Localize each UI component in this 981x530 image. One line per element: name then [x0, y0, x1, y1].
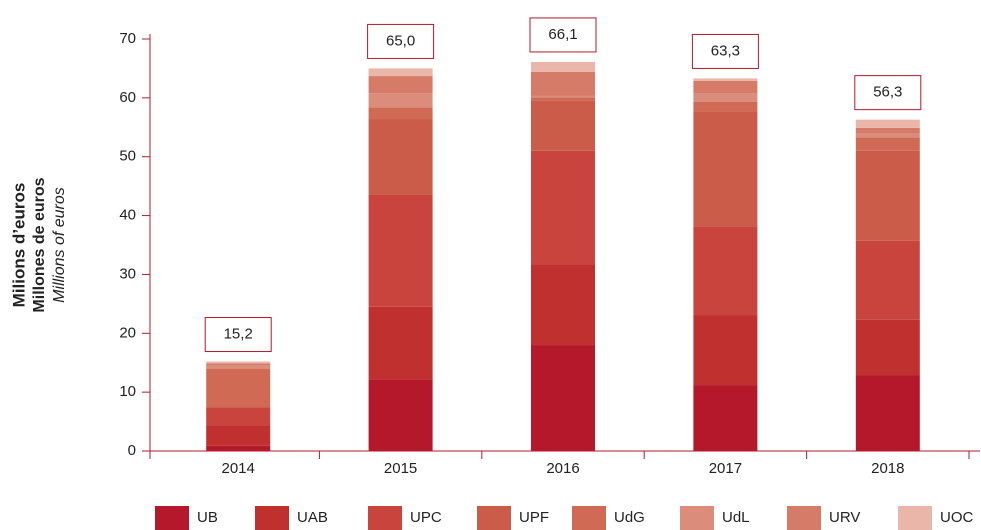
legend-swatch [787, 506, 821, 530]
legend-label: UPF [519, 509, 549, 526]
legend-label: UB [197, 509, 218, 526]
y-axis-label: Milions d’euros [9, 183, 28, 308]
legend-label: UdL [722, 509, 750, 526]
bar-segment [531, 150, 595, 266]
y-tick-label: 20 [119, 324, 136, 341]
bar-segment [368, 93, 433, 108]
total-label: 63,3 [711, 42, 740, 59]
bar-segment [693, 111, 758, 227]
total-label: 15,2 [224, 326, 253, 343]
y-tick-label: 10 [119, 383, 136, 400]
bar-segment [368, 119, 433, 195]
bar-segment [855, 150, 920, 241]
bar-segment [693, 226, 758, 316]
total-label: 66,1 [548, 26, 577, 43]
y-tick-label: 0 [128, 442, 136, 459]
legend-swatch [368, 506, 402, 530]
legend-swatch [477, 506, 511, 530]
legend-swatch [898, 506, 932, 530]
bar-segment [855, 240, 920, 320]
legend-swatch [680, 506, 714, 530]
bar-segment [531, 95, 595, 98]
bar-segment [368, 107, 433, 120]
y-tick-label: 60 [119, 89, 136, 106]
legend-label: UAB [297, 509, 328, 526]
bar-segment [368, 68, 433, 77]
x-tick-label: 2017 [709, 460, 742, 477]
bar-segment [206, 407, 271, 426]
bar-segment [531, 71, 595, 96]
y-tick-label: 70 [119, 30, 136, 47]
bar-segment [855, 375, 920, 451]
bar-segment [206, 368, 271, 408]
legend-label: UdG [614, 509, 645, 526]
y-tick-label: 40 [119, 207, 136, 224]
bar-segment [855, 127, 920, 134]
bar-segment [206, 425, 271, 446]
bar-segment [206, 365, 271, 369]
x-tick-label: 2014 [222, 460, 255, 477]
bar-segment [531, 61, 595, 72]
x-tick-label: 2016 [546, 460, 579, 477]
bar-segment [693, 101, 758, 112]
legend-label: URV [829, 509, 860, 526]
x-tick-label: 2018 [871, 460, 904, 477]
y-tick-label: 50 [119, 148, 136, 165]
legend-swatch [572, 506, 606, 530]
y-tick-label: 30 [119, 265, 136, 282]
bar-segment [368, 306, 433, 380]
bar-segment [206, 363, 271, 366]
y-axis-label: Millones de euros [31, 177, 48, 312]
bar-segment [855, 119, 920, 128]
total-label: 56,3 [873, 84, 902, 101]
bar-segment [531, 97, 595, 101]
bar-segment [531, 265, 595, 346]
bar-segment [368, 194, 433, 307]
legend-swatch [255, 506, 289, 530]
bar-segment [693, 78, 758, 81]
total-box [367, 23, 435, 59]
bar-segment [206, 445, 271, 451]
bar-segment [368, 379, 433, 451]
bar-segment [206, 361, 271, 364]
total-label: 65,0 [386, 32, 415, 49]
bar-segment [693, 80, 758, 94]
total-box [529, 17, 597, 53]
bar-segment [693, 315, 758, 386]
x-tick-label: 2015 [384, 460, 417, 477]
legend-swatch [155, 506, 189, 530]
total-box [854, 75, 922, 111]
y-axis-label: Millions of euros [51, 187, 68, 303]
bar-segment [368, 76, 433, 94]
legend-label: UOC [940, 509, 974, 526]
total-box [204, 317, 272, 353]
bar-segment [531, 345, 595, 451]
bar-segment [693, 93, 758, 102]
total-box [691, 33, 759, 69]
bar-segment [855, 319, 920, 376]
bar-segment [531, 100, 595, 151]
legend-label: UPC [410, 509, 442, 526]
bar-segment [693, 385, 758, 451]
bar-segment [855, 133, 920, 138]
bar-segment [855, 137, 920, 151]
